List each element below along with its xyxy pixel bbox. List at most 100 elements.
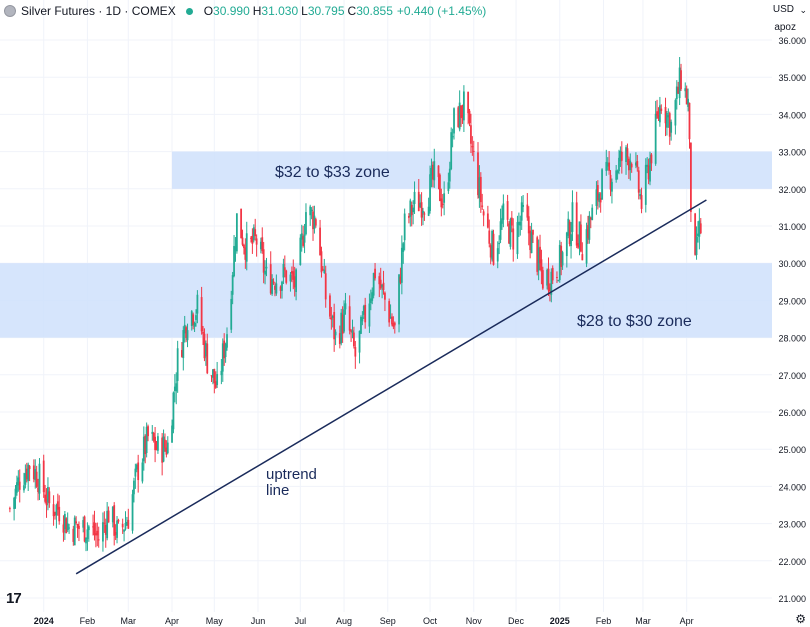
candle-body <box>85 537 87 544</box>
candle-body <box>374 268 376 279</box>
zone-28-30-label: $28 to $30 zone <box>577 313 692 330</box>
candle-body <box>690 142 692 212</box>
candle-body <box>56 501 59 510</box>
candle-body <box>540 259 543 272</box>
unit-label: apoz <box>774 22 796 33</box>
candle-body <box>639 194 642 197</box>
candle-body <box>154 436 156 451</box>
candle-body <box>275 283 278 294</box>
zone-32-33-label: $32 to $33 zone <box>275 164 390 181</box>
uptrend-line <box>75 199 707 575</box>
candle-body <box>171 425 173 443</box>
candle-body <box>472 150 475 152</box>
currency-selector[interactable]: USD <box>772 4 794 15</box>
x-tick-label: Aug <box>336 616 352 626</box>
x-tick-label: 2024 <box>34 616 54 626</box>
candle-body <box>321 268 324 270</box>
candle-body <box>180 350 183 357</box>
candle-body <box>471 146 474 148</box>
candle-body <box>165 447 168 455</box>
candle-body <box>117 519 120 522</box>
candle-body <box>127 519 130 529</box>
candle-body <box>124 522 127 530</box>
candle-body <box>52 504 55 517</box>
zone-rect <box>0 263 772 338</box>
candle-body <box>133 480 135 495</box>
candle-body <box>509 219 512 247</box>
candle-body <box>506 201 509 220</box>
high-value: 31.030 <box>261 4 299 18</box>
candle-body <box>173 386 176 391</box>
candle-body <box>570 234 572 247</box>
candle-body <box>210 375 213 377</box>
candle-body <box>282 264 285 278</box>
candle-body <box>588 215 591 240</box>
candle-body <box>539 246 541 264</box>
candle-body <box>460 105 462 119</box>
candle-body <box>529 230 532 251</box>
candle-body <box>595 189 598 206</box>
tradingview-logo-icon[interactable]: 17 <box>6 590 22 607</box>
candle-body <box>152 432 155 441</box>
candle-body <box>54 511 56 515</box>
candle-body <box>409 200 412 217</box>
candle-body <box>251 235 254 244</box>
candle-body <box>63 513 66 530</box>
candle-body <box>571 202 574 232</box>
candle-body <box>113 505 116 536</box>
candle-body <box>589 217 592 220</box>
candle-body <box>417 191 420 212</box>
chevron-down-icon[interactable]: ⌄ <box>799 5 807 15</box>
candle-body <box>45 499 48 506</box>
candle-body <box>295 269 297 292</box>
candle-body <box>536 237 539 272</box>
y-tick-label: 33.000 <box>778 148 806 158</box>
candle-body <box>299 237 302 265</box>
candle-body <box>486 213 489 228</box>
gear-icon[interactable]: ⚙ <box>795 612 806 626</box>
candle-body <box>675 86 678 100</box>
candle-body <box>245 233 248 262</box>
symbol-title[interactable]: Silver Futures · 1D · COMEX <box>21 4 176 18</box>
candle-layer <box>8 57 702 552</box>
candle-body <box>175 383 178 392</box>
candle-body <box>384 292 386 300</box>
candle-body <box>42 460 45 493</box>
candle-body <box>38 463 41 494</box>
x-tick-label: Apr <box>165 616 179 626</box>
y-tick-label: 34.000 <box>778 110 806 120</box>
candle-body <box>360 316 362 334</box>
y-tick-label: 25.000 <box>778 445 806 455</box>
candle-body <box>430 167 433 176</box>
candle-body <box>123 529 125 532</box>
candle-body <box>83 516 86 542</box>
candle-body <box>185 327 188 338</box>
candle-body <box>97 539 100 541</box>
candle-body <box>292 271 295 280</box>
candle-body <box>420 202 423 218</box>
candle-body <box>323 269 326 273</box>
candle-body <box>440 198 443 208</box>
candle-body <box>379 279 382 289</box>
silver-symbol-icon <box>4 5 16 17</box>
candle-body <box>354 347 357 357</box>
candle-body <box>547 268 550 291</box>
candle-body <box>697 233 699 236</box>
candle-body <box>265 266 268 269</box>
candle-body <box>498 242 501 245</box>
candle-body <box>439 174 441 201</box>
candle-body <box>591 207 594 221</box>
candle-body <box>371 292 374 301</box>
candle-body <box>68 527 70 529</box>
candle-body <box>684 88 687 92</box>
candle-body <box>333 311 336 340</box>
candle-body <box>309 206 312 216</box>
candle-body <box>629 160 632 171</box>
candle-body <box>458 102 461 130</box>
candle-body <box>565 232 568 257</box>
x-tick-label: Sep <box>380 616 396 626</box>
candle-body <box>496 248 499 262</box>
candle-body <box>261 237 264 252</box>
zone-layer <box>0 151 772 338</box>
